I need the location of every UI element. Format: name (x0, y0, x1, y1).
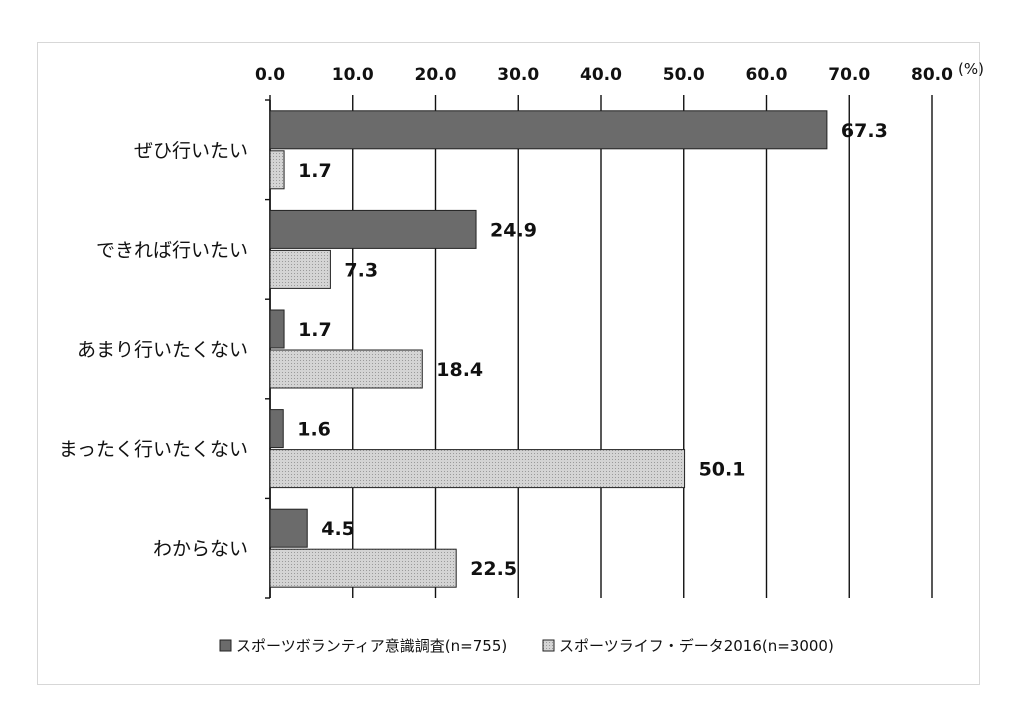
x-tick-label: 50.0 (663, 65, 705, 85)
data-label: 1.6 (297, 419, 331, 441)
legend-label: スポーツライフ・データ2016(n=3000) (559, 637, 834, 655)
bar (269, 249, 331, 289)
data-label: 18.4 (436, 359, 483, 381)
data-label: 1.7 (298, 160, 332, 182)
x-tick-label: 60.0 (746, 65, 788, 85)
bar (269, 449, 686, 489)
x-tick-label: 10.0 (332, 65, 374, 85)
data-label: 7.3 (344, 259, 378, 281)
bar (269, 110, 828, 150)
data-label: 50.1 (699, 459, 746, 481)
bar (269, 349, 423, 389)
data-label: 24.9 (490, 219, 537, 241)
x-tick-label: 0.0 (255, 65, 285, 85)
x-tick-label: 30.0 (497, 65, 539, 85)
bar (269, 309, 285, 349)
category-label: あまり行いたくない (77, 339, 248, 361)
data-label: 67.3 (841, 120, 888, 142)
chart-frame (37, 42, 980, 685)
category-label: わからない (153, 538, 248, 560)
x-tick-label: 80.0 (911, 65, 953, 85)
bar (269, 209, 477, 249)
data-label: 22.5 (470, 558, 517, 580)
bars (269, 110, 828, 588)
bar (269, 150, 285, 190)
legend-swatch (542, 639, 555, 652)
legend-label: スポーツボランティア意識調査(n=755) (236, 637, 507, 655)
legend: スポーツボランティア意識調査(n=755) スポーツライフ・データ2016(n=3… (219, 637, 834, 655)
x-tick-label: 40.0 (580, 65, 622, 85)
x-tick-label: 20.0 (415, 65, 457, 85)
bar (269, 409, 284, 449)
legend-swatch (219, 639, 232, 652)
bar (269, 508, 308, 548)
gridlines (265, 95, 933, 599)
category-label: まったく行いたくない (59, 439, 248, 461)
bar (269, 548, 457, 588)
data-label: 1.7 (298, 319, 332, 341)
labels: 0.0 10.0 20.0 30.0 40.0 50.0 60.0 70.0 80.0 (%) ぜひ… (59, 60, 984, 580)
x-tick-label: 70.0 (828, 65, 870, 85)
category-label: できれば行いたい (96, 239, 248, 261)
data-label: 4.5 (321, 518, 355, 540)
unit-label: (%) (958, 60, 984, 78)
category-label: ぜひ行いたい (134, 140, 248, 162)
